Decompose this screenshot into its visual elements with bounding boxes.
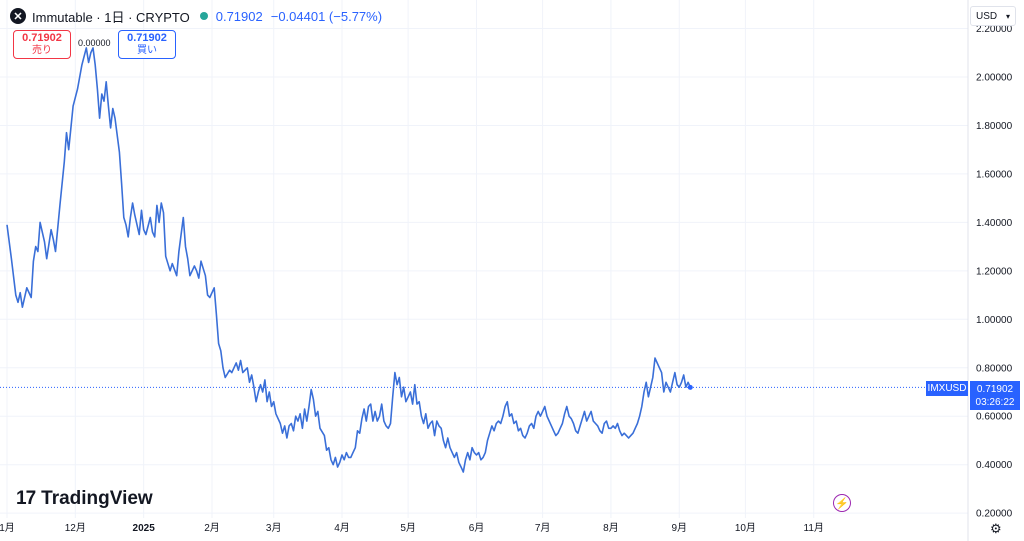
lightning-icon[interactable]: ⚡ — [833, 494, 851, 512]
x-tick-label: 2025 — [133, 523, 156, 534]
y-tick-label: 0.60000 — [976, 412, 1013, 423]
market-status-icon — [199, 12, 208, 20]
x-tick-label: 5月 — [400, 522, 416, 534]
x-tick-label: 7月 — [535, 522, 551, 534]
y-tick-label: 0.40000 — [976, 460, 1013, 471]
buy-button[interactable]: 0.71902 買い — [118, 30, 176, 59]
x-tick-label: 2月 — [204, 522, 220, 534]
x-tick-label: 8月 — [603, 522, 619, 534]
spread-value: 0.00000 — [78, 38, 111, 48]
bar-countdown: 03:26:22 — [975, 396, 1015, 408]
last-price-dot — [687, 384, 693, 390]
y-tick-label: 1.60000 — [976, 169, 1013, 180]
symbol-title[interactable]: Immutable · 1日 · CRYPTO — [32, 9, 190, 25]
last-price: 0.71902 — [215, 8, 263, 24]
x-tick-label: 6月 — [469, 522, 485, 534]
tradingview-text: TradingView — [41, 488, 153, 509]
x-tick-label: 4月 — [334, 522, 350, 534]
y-tick-label: 1.40000 — [976, 218, 1013, 229]
x-tick-label: 11月 — [804, 522, 824, 534]
sell-price: 0.71902 — [22, 32, 62, 44]
currency-select[interactable]: USD ▾ — [970, 6, 1016, 26]
y-tick-label: 1.80000 — [976, 121, 1013, 132]
price-line — [6, 47, 692, 473]
tradingview-logo-icon: 17 — [16, 488, 36, 509]
immutable-logo-icon: ✕ — [10, 8, 26, 24]
tradingview-watermark[interactable]: 17 TradingView — [16, 488, 153, 510]
x-tick-label: 1月 — [0, 522, 15, 534]
sell-label: 売り — [32, 45, 52, 56]
x-tick-label: 3月 — [266, 522, 282, 534]
y-tick-label: 1.00000 — [976, 315, 1013, 326]
y-tick-label: 2.00000 — [976, 73, 1013, 84]
x-tick-label: 9月 — [671, 522, 687, 534]
currency-label: USD — [976, 10, 998, 22]
y-tick-label: 1.20000 — [976, 266, 1013, 277]
y-tick-label: 2.20000 — [976, 24, 1013, 35]
chevron-down-icon: ▾ — [1005, 11, 1010, 21]
price-change: −0.04401 (−5.77%) — [270, 8, 383, 24]
last-price-tag: 0.71902 03:26:22 — [970, 381, 1020, 410]
symbol-price-tag: IMXUSD — [926, 381, 968, 396]
buy-price: 0.71902 — [127, 32, 167, 44]
x-tick-label: 12月 — [65, 522, 86, 534]
last-price-tag-value: 0.71902 — [976, 383, 1014, 395]
y-tick-label: 0.80000 — [976, 363, 1013, 374]
x-tick-label: 10月 — [735, 522, 756, 534]
y-tick-label: 0.20000 — [976, 509, 1013, 520]
buy-label: 買い — [137, 45, 157, 56]
sell-button[interactable]: 0.71902 売り — [13, 30, 71, 59]
settings-gear-icon[interactable]: ⚙ — [990, 521, 1002, 536]
symbol-header: ✕ Immutable · 1日 · CRYPTO 0.71902 −0.044… — [10, 6, 382, 26]
